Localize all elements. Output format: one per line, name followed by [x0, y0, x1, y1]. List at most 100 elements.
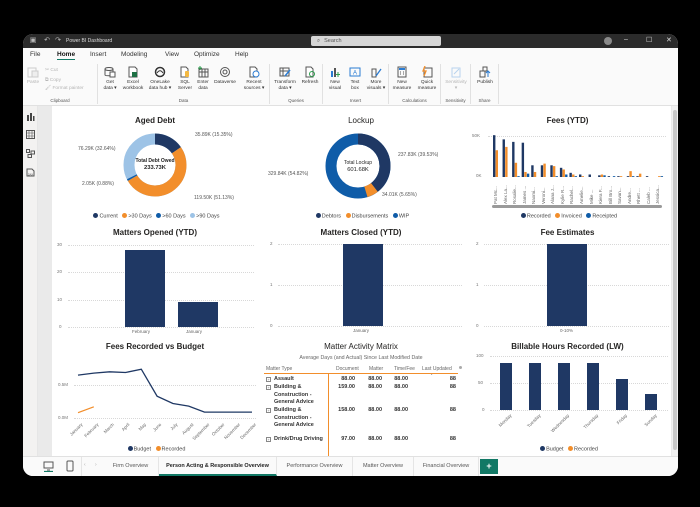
bar-invoiced[interactable] — [581, 176, 584, 177]
bar-receipted[interactable] — [555, 176, 558, 177]
fee-estimates-visual[interactable]: Fee Estimates 2 1 0 0-10% — [464, 224, 671, 336]
maximize-button[interactable]: ☐ — [646, 37, 653, 44]
dataverse-button[interactable]: Dataverse — [211, 66, 239, 86]
copy-button[interactable]: ⧉ Copy — [45, 78, 61, 83]
column-header[interactable]: Matter Type — [266, 366, 293, 372]
bar-invoiced[interactable] — [524, 171, 527, 177]
bar-recorded[interactable] — [521, 142, 525, 177]
recent-sources-button[interactable]: Recent sources ▾ — [240, 66, 268, 91]
sensitivity-button[interactable]: Sensitivity ▾ — [442, 66, 470, 91]
bar-invoiced[interactable] — [658, 176, 661, 177]
bar-receipted[interactable] — [603, 175, 606, 177]
redo-icon[interactable]: ↷ — [55, 37, 61, 44]
bar-wednesday[interactable] — [558, 363, 570, 410]
column-header[interactable]: Matter — [369, 366, 384, 372]
lockup-visual[interactable]: Lockup Total Lockup 601.68K 237.83K (39.… — [258, 106, 464, 224]
tab-matter-overview[interactable]: Matter Overview — [353, 457, 414, 476]
bar-invoiced[interactable] — [543, 163, 546, 177]
matter-activity-matrix[interactable]: Matter Activity Matrix Average Days (and… — [258, 336, 464, 456]
column-header[interactable]: Time/Fee — [394, 366, 415, 372]
paste-button[interactable]: Paste — [26, 66, 40, 86]
bar-invoiced[interactable] — [552, 166, 556, 177]
bar-invoiced[interactable] — [600, 174, 604, 177]
new-visual-button[interactable]: New visual — [325, 66, 345, 91]
line-recorded[interactable] — [77, 406, 95, 414]
bar-invoiced[interactable] — [619, 176, 623, 177]
horizontal-scrollbar[interactable] — [492, 205, 662, 208]
more-visuals-button[interactable]: More visuals ▾ — [365, 66, 387, 91]
fees-ytd-visual[interactable]: Fees (YTD) 50K 0K Pat Mc... Alex La... Ros… — [464, 106, 671, 224]
matters-closed-visual[interactable]: Matters Closed (YTD) 2 1 0 January — [258, 224, 464, 336]
bar-invoiced[interactable] — [562, 169, 565, 177]
menu-help[interactable]: Help — [235, 51, 249, 58]
bar-thursday[interactable] — [587, 363, 599, 410]
bar-friday[interactable] — [616, 378, 628, 410]
save-icon[interactable]: ▣ — [29, 37, 37, 44]
aged-debt-visual[interactable]: Aged Debt Total Debt Owed 233.73K 35.89K… — [52, 106, 258, 224]
bar-january[interactable] — [178, 302, 218, 327]
tab-performance-overview[interactable]: Performance Overview — [277, 457, 353, 476]
menu-insert[interactable]: Insert — [90, 51, 107, 58]
bar-recorded[interactable] — [550, 165, 553, 177]
bar-recorded[interactable] — [512, 141, 515, 177]
bar-recorded[interactable] — [502, 139, 505, 177]
onelake-data-hub-button[interactable]: OneLake data hub ▾ — [146, 66, 174, 91]
bar-invoiced[interactable] — [572, 174, 575, 177]
bar-invoiced[interactable] — [495, 150, 498, 177]
bar-recorded[interactable] — [617, 176, 620, 177]
bar-recorded[interactable] — [493, 135, 496, 177]
tab-person-acting-overview[interactable]: Person Acting & Responsible Overview — [159, 457, 277, 476]
bar-recorded[interactable] — [531, 165, 534, 177]
bar-recorded[interactable] — [645, 176, 649, 177]
menu-modeling[interactable]: Modeling — [121, 51, 148, 58]
refresh-button[interactable]: Refresh — [299, 66, 321, 86]
bar-recorded[interactable] — [588, 174, 591, 177]
line-budget[interactable] — [77, 368, 252, 413]
bar-invoiced[interactable] — [514, 162, 518, 177]
bar-recorded[interactable] — [607, 176, 611, 177]
matters-opened-visual[interactable]: Matters Opened (YTD) 30 20 10 0 February… — [52, 224, 258, 336]
more-options-icon[interactable] — [459, 366, 462, 369]
bar-invoiced[interactable] — [533, 171, 537, 177]
scrollbar-thumb[interactable] — [673, 110, 677, 450]
bar-receipted[interactable] — [660, 176, 664, 177]
quick-measure-button[interactable]: Quick measure — [415, 66, 439, 91]
table-view-icon[interactable] — [26, 130, 35, 139]
column-header[interactable]: Last Updated — [422, 366, 452, 372]
vertical-scrollbar[interactable] — [672, 106, 678, 456]
menu-file[interactable]: File — [30, 51, 41, 58]
bar-receipted[interactable] — [517, 176, 520, 177]
minimize-button[interactable]: – — [624, 36, 628, 43]
excel-workbook-button[interactable]: Excel workbook — [121, 66, 145, 91]
menu-view[interactable]: View — [165, 51, 179, 58]
sql-server-button[interactable]: SQL Server — [176, 66, 194, 91]
text-box-button[interactable]: A Text box — [346, 66, 364, 91]
bar-recorded[interactable] — [579, 174, 582, 177]
undo-icon[interactable]: ↶ — [44, 37, 50, 44]
expand-row-icon[interactable]: + — [266, 385, 271, 390]
transform-data-button[interactable]: Transform data ▾ — [272, 66, 298, 91]
bar-invoiced[interactable] — [505, 146, 508, 177]
publish-button[interactable]: Publish — [473, 66, 497, 86]
bar-recorded[interactable] — [626, 176, 630, 177]
desktop-layout-icon[interactable] — [43, 461, 54, 472]
bar-recorded[interactable] — [598, 175, 601, 177]
menu-home[interactable]: Home — [57, 51, 76, 60]
billable-hours-visual[interactable]: Billable Hours Recorded (LW) 100 50 0 Mo… — [464, 336, 671, 456]
search-input[interactable]: ⌕ Search — [311, 36, 441, 46]
bar-recorded[interactable] — [540, 165, 544, 177]
tab-financial-overview[interactable]: Financial Overview — [414, 457, 479, 476]
bar-invoiced[interactable] — [629, 171, 632, 177]
get-data-button[interactable]: Get data ▾ — [100, 66, 120, 91]
bar-tuesday[interactable] — [529, 363, 541, 410]
bar-recorded[interactable] — [636, 176, 639, 177]
tab-firm-overview[interactable]: Firm Overview — [103, 457, 159, 476]
bar-monday[interactable] — [500, 363, 512, 410]
mobile-layout-icon[interactable] — [66, 460, 74, 472]
new-measure-button[interactable]: New measure — [391, 66, 413, 91]
bar-sunday[interactable] — [645, 394, 657, 410]
fees-vs-budget-visual[interactable]: Fees Recorded vs Budget 0.5M 0.0M Januar… — [52, 336, 258, 456]
dax-query-view-icon[interactable]: DAX — [26, 168, 35, 177]
bar-february[interactable] — [125, 250, 165, 327]
column-header[interactable]: Document — [336, 366, 359, 372]
